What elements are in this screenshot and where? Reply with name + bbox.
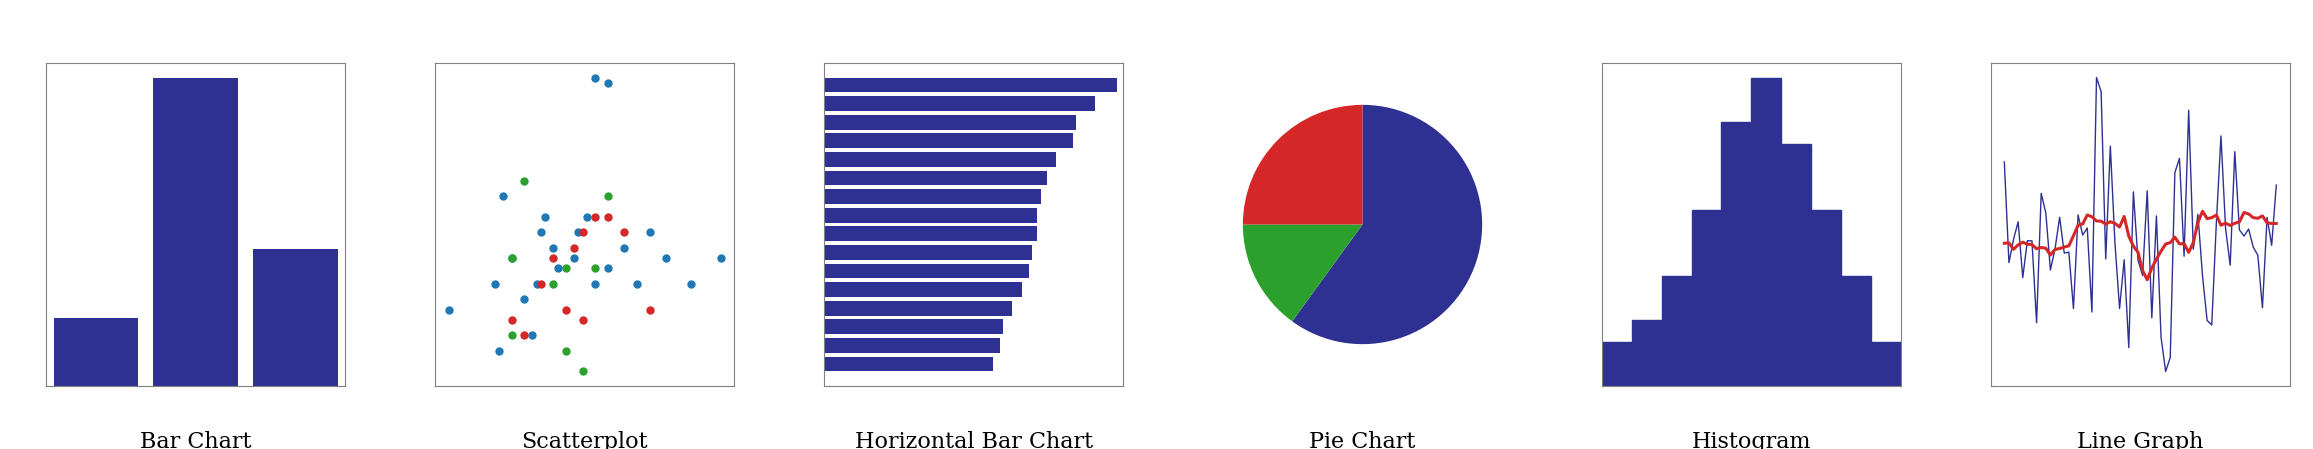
Bar bbox=[823, 226, 1036, 241]
Point bbox=[576, 74, 613, 81]
Point bbox=[548, 306, 585, 313]
Point bbox=[507, 296, 544, 303]
Bar bbox=[1631, 320, 1661, 386]
Bar bbox=[823, 264, 1029, 278]
Point bbox=[618, 280, 655, 287]
Bar bbox=[823, 357, 992, 371]
Bar bbox=[823, 96, 1096, 111]
Point bbox=[534, 255, 571, 262]
Point bbox=[606, 244, 643, 251]
Point bbox=[493, 255, 530, 262]
Point bbox=[548, 265, 585, 272]
Point bbox=[548, 347, 585, 354]
Bar bbox=[823, 115, 1076, 130]
Bar bbox=[1603, 342, 1631, 386]
Point bbox=[539, 265, 576, 272]
Bar bbox=[1691, 210, 1721, 386]
Wedge shape bbox=[1242, 224, 1362, 321]
Text: Bar Chart: Bar Chart bbox=[141, 431, 252, 449]
Point bbox=[555, 255, 592, 262]
Point bbox=[576, 280, 613, 287]
Bar bbox=[1721, 122, 1751, 386]
Point bbox=[507, 332, 544, 339]
Point bbox=[648, 255, 685, 262]
Point bbox=[476, 280, 513, 287]
Bar bbox=[1751, 78, 1781, 386]
Bar bbox=[823, 282, 1022, 297]
Point bbox=[493, 316, 530, 323]
Point bbox=[576, 213, 613, 220]
Point bbox=[631, 306, 668, 313]
Point bbox=[576, 265, 613, 272]
Point bbox=[481, 347, 518, 354]
Point bbox=[673, 280, 710, 287]
Bar bbox=[53, 318, 139, 386]
Point bbox=[518, 280, 555, 287]
Wedge shape bbox=[1242, 105, 1362, 224]
Point bbox=[590, 193, 627, 200]
Point bbox=[513, 332, 550, 339]
Bar bbox=[823, 171, 1048, 185]
Bar bbox=[823, 78, 1117, 92]
Bar bbox=[823, 189, 1041, 204]
Bar bbox=[823, 245, 1032, 260]
Bar bbox=[1781, 144, 1811, 386]
Bar bbox=[823, 338, 999, 353]
Point bbox=[564, 368, 601, 375]
Point bbox=[486, 193, 523, 200]
Point bbox=[493, 255, 530, 262]
Point bbox=[555, 244, 592, 251]
Point bbox=[523, 280, 560, 287]
Point bbox=[590, 265, 627, 272]
Bar bbox=[823, 152, 1055, 167]
Point bbox=[564, 316, 601, 323]
Bar bbox=[823, 301, 1011, 316]
Bar bbox=[823, 208, 1036, 223]
Point bbox=[534, 280, 571, 287]
Point bbox=[590, 79, 627, 86]
Point bbox=[493, 332, 530, 339]
Bar bbox=[252, 249, 338, 386]
Point bbox=[507, 177, 544, 184]
Bar bbox=[1661, 276, 1691, 386]
Point bbox=[523, 229, 560, 236]
Bar bbox=[1871, 342, 1901, 386]
Text: Pie Chart: Pie Chart bbox=[1309, 431, 1416, 449]
Point bbox=[564, 229, 601, 236]
Text: Scatterplot: Scatterplot bbox=[520, 431, 648, 449]
Bar bbox=[153, 78, 238, 386]
Point bbox=[590, 213, 627, 220]
Point bbox=[606, 229, 643, 236]
Point bbox=[534, 244, 571, 251]
Point bbox=[703, 255, 740, 262]
Point bbox=[631, 229, 668, 236]
Point bbox=[430, 306, 467, 313]
Bar bbox=[1841, 276, 1871, 386]
Wedge shape bbox=[1293, 105, 1483, 344]
Text: Histogram: Histogram bbox=[1691, 431, 1811, 449]
Point bbox=[527, 213, 564, 220]
Bar bbox=[1811, 210, 1841, 386]
Bar bbox=[823, 133, 1073, 148]
Text: Line Graph: Line Graph bbox=[2077, 431, 2204, 449]
Point bbox=[560, 229, 597, 236]
Point bbox=[569, 213, 606, 220]
Text: Horizontal Bar Chart: Horizontal Bar Chart bbox=[853, 431, 1092, 449]
Bar bbox=[823, 319, 1004, 334]
